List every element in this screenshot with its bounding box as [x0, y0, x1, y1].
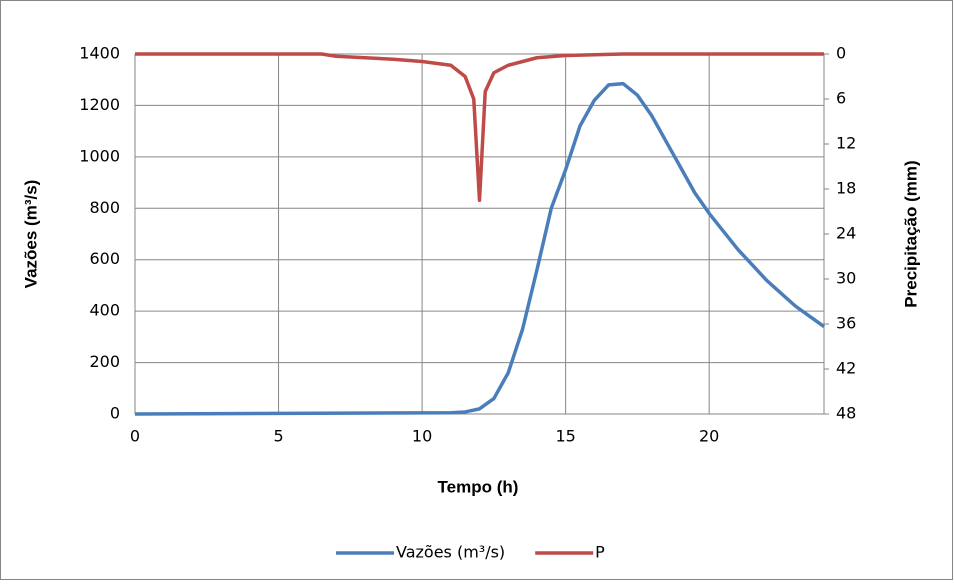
y2-tick-label: 42	[836, 359, 856, 378]
y2-tick-label: 36	[836, 314, 856, 333]
x-tick-label: 20	[699, 427, 719, 446]
y2-tick-label: 18	[836, 179, 856, 198]
y-tick-label: 0	[110, 404, 120, 423]
y2-tick-label: 48	[836, 404, 856, 423]
series-line	[135, 52, 824, 202]
y-tick-label: 1400	[79, 44, 120, 63]
y2-tick-label: 24	[836, 224, 856, 243]
x-axis-title: Tempo (h)	[438, 477, 519, 496]
y2-tick-label: 12	[836, 134, 856, 153]
legend-label: Vazões (m³/s)	[396, 543, 505, 562]
x-tick-label: 0	[130, 427, 140, 446]
legend-label: P	[595, 543, 605, 562]
y2-axis-title: Precipitação (mm)	[901, 160, 920, 307]
x-tick-label: 10	[412, 427, 432, 446]
y-tick-label: 200	[89, 352, 120, 371]
x-tick-label: 15	[555, 427, 575, 446]
y-tick-label: 1000	[79, 146, 120, 165]
y2-tick-label: 0	[836, 44, 846, 63]
y-tick-label: 800	[89, 198, 120, 217]
x-tick-label: 5	[273, 427, 283, 446]
y-axis-title: Vazões (m³/s)	[21, 180, 40, 289]
y2-tick-label: 30	[836, 269, 856, 288]
y-tick-label: 1200	[79, 95, 120, 114]
y-tick-label: 400	[89, 301, 120, 320]
series-line	[134, 81, 826, 416]
y-tick-label: 600	[89, 249, 120, 268]
y2-tick-label: 6	[836, 89, 846, 108]
